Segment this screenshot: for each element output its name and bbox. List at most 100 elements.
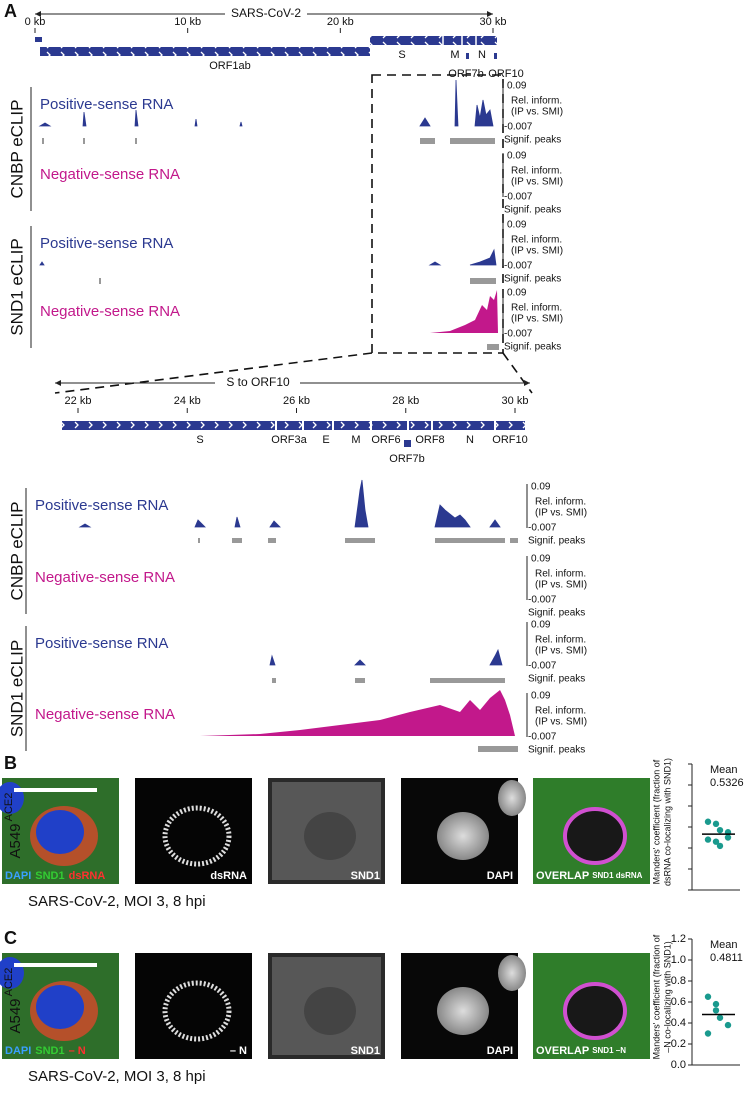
scale-min: -0.007	[504, 192, 533, 203]
gene-bar	[404, 440, 411, 447]
merge-label: SND1	[35, 870, 64, 882]
track-label: Positive-sense RNA	[35, 497, 168, 514]
y-tick-label: 1.2	[671, 933, 686, 945]
scale-min: -0.007	[528, 595, 557, 606]
signal	[162, 980, 232, 1042]
x-tick-label: 30 kb	[502, 395, 529, 407]
scale-sublabel: (IP vs. SMI)	[535, 646, 587, 657]
y-tick-label: 0.4	[671, 1017, 686, 1029]
peaks-label: Signif. peaks	[504, 135, 561, 146]
nucleus	[36, 810, 84, 854]
scale-label: Rel. inform.	[511, 96, 562, 107]
cell-line: A549	[7, 998, 24, 1033]
scale-sublabel: (IP vs. SMI)	[511, 177, 563, 188]
dot	[712, 838, 720, 845]
merge-label: dsRNA	[69, 870, 106, 882]
signif-peaks	[42, 138, 518, 752]
merge-label: DAPI	[5, 1045, 31, 1057]
scale-max: 0.09	[531, 620, 551, 631]
scale-min: -0.007	[504, 329, 533, 340]
y-axis-label: Manders' coefficient (fraction of	[651, 934, 661, 1059]
gene-label: M	[351, 434, 360, 446]
track-label: Negative-sense RNA	[40, 166, 180, 183]
channel-label: DAPI	[487, 870, 513, 882]
dot	[704, 818, 712, 825]
scale-max: 0.09	[531, 554, 551, 565]
signal	[563, 807, 627, 865]
coverage	[38, 79, 503, 666]
peaks-label: Signif. peaks	[528, 745, 585, 756]
x-tick-label: 24 kb	[174, 395, 201, 407]
x-tick-label: 22 kb	[65, 395, 92, 407]
nucleus	[437, 987, 489, 1035]
cell-line: A549	[7, 823, 24, 858]
dot	[716, 826, 724, 834]
scale-min: -0.007	[504, 122, 533, 133]
gene-label: ORF10	[488, 68, 523, 80]
y-axis-label: –N co-localizing with SND1)	[662, 941, 672, 1053]
scale-min: -0.007	[528, 523, 557, 534]
track-label: Positive-sense RNA	[40, 235, 173, 252]
dot	[724, 1021, 732, 1029]
mean-value: 0.4811	[710, 952, 743, 964]
gene-label: ORF6	[371, 434, 400, 446]
scale-label: Rel. inform.	[511, 166, 562, 177]
mean-label: Mean	[710, 939, 738, 951]
channel-label: SND1	[351, 1045, 380, 1057]
scale-min: -0.007	[528, 732, 557, 743]
scale-label: Rel. inform.	[535, 497, 586, 508]
nucleus	[498, 780, 526, 816]
zoom-title: S to ORF10	[226, 375, 290, 389]
overlap-sub: SND1 –N	[592, 1046, 626, 1055]
group-label: SND1 eCLIP	[7, 640, 26, 737]
dot	[716, 1014, 724, 1021]
peaks-label: Signif. peaks	[528, 674, 585, 685]
y-tick-label: 0.0	[671, 1059, 686, 1071]
y-tick-label: 0.8	[671, 975, 686, 987]
track-label: Negative-sense RNA	[35, 706, 175, 723]
panel-label: B	[4, 753, 17, 773]
overlap-sub: SND1 dsRNA	[592, 871, 642, 880]
group-label: CNBP eCLIP	[7, 502, 26, 601]
scale-max: 0.09	[531, 482, 551, 493]
x-tick-label: 20 kb	[327, 16, 354, 28]
gene-bar	[35, 37, 42, 42]
scale-sublabel: (IP vs. SMI)	[535, 580, 587, 591]
scale-min: -0.007	[504, 261, 533, 272]
nucleus	[304, 812, 356, 860]
scale-min: -0.007	[528, 661, 557, 672]
merge-label: – N	[69, 1045, 86, 1057]
y-axis-label: Manders' coefficient (fraction of	[651, 759, 661, 884]
gene-bar	[370, 36, 497, 45]
dot	[712, 1000, 720, 1008]
panel-label: A	[4, 1, 17, 21]
zoom-box	[371, 74, 504, 354]
nucleus	[36, 985, 84, 1029]
overlap-main: OVERLAP	[536, 1045, 589, 1057]
peaks-label: Signif. peaks	[504, 205, 561, 216]
channel-label: – N	[230, 1045, 247, 1057]
cell-line-sup: ACE2	[3, 793, 15, 822]
mean-label: Mean	[710, 764, 738, 776]
gene-label: ORF3a	[271, 434, 307, 446]
gene-label: ORF1ab	[209, 60, 251, 72]
gene-bar	[466, 53, 469, 59]
zoom-lines	[54, 352, 533, 394]
scale-max: 0.09	[531, 691, 551, 702]
signal	[162, 805, 232, 867]
dot	[704, 993, 712, 1000]
panel-label: C	[4, 928, 17, 948]
scale-sublabel: (IP vs. SMI)	[511, 314, 563, 325]
nucleus	[498, 955, 526, 991]
dot	[712, 1007, 720, 1014]
scale-max: 0.09	[507, 220, 527, 231]
x-tick-label: 30 kb	[480, 16, 507, 28]
gene-label: N	[478, 49, 486, 61]
peaks-label: Signif. peaks	[528, 536, 585, 547]
micrographs	[0, 778, 650, 1059]
mean-value: 0.5326	[710, 777, 744, 789]
channel-label: SND1	[351, 870, 380, 882]
gene-bar	[40, 47, 370, 56]
y-tick-label: 0.6	[671, 996, 686, 1008]
